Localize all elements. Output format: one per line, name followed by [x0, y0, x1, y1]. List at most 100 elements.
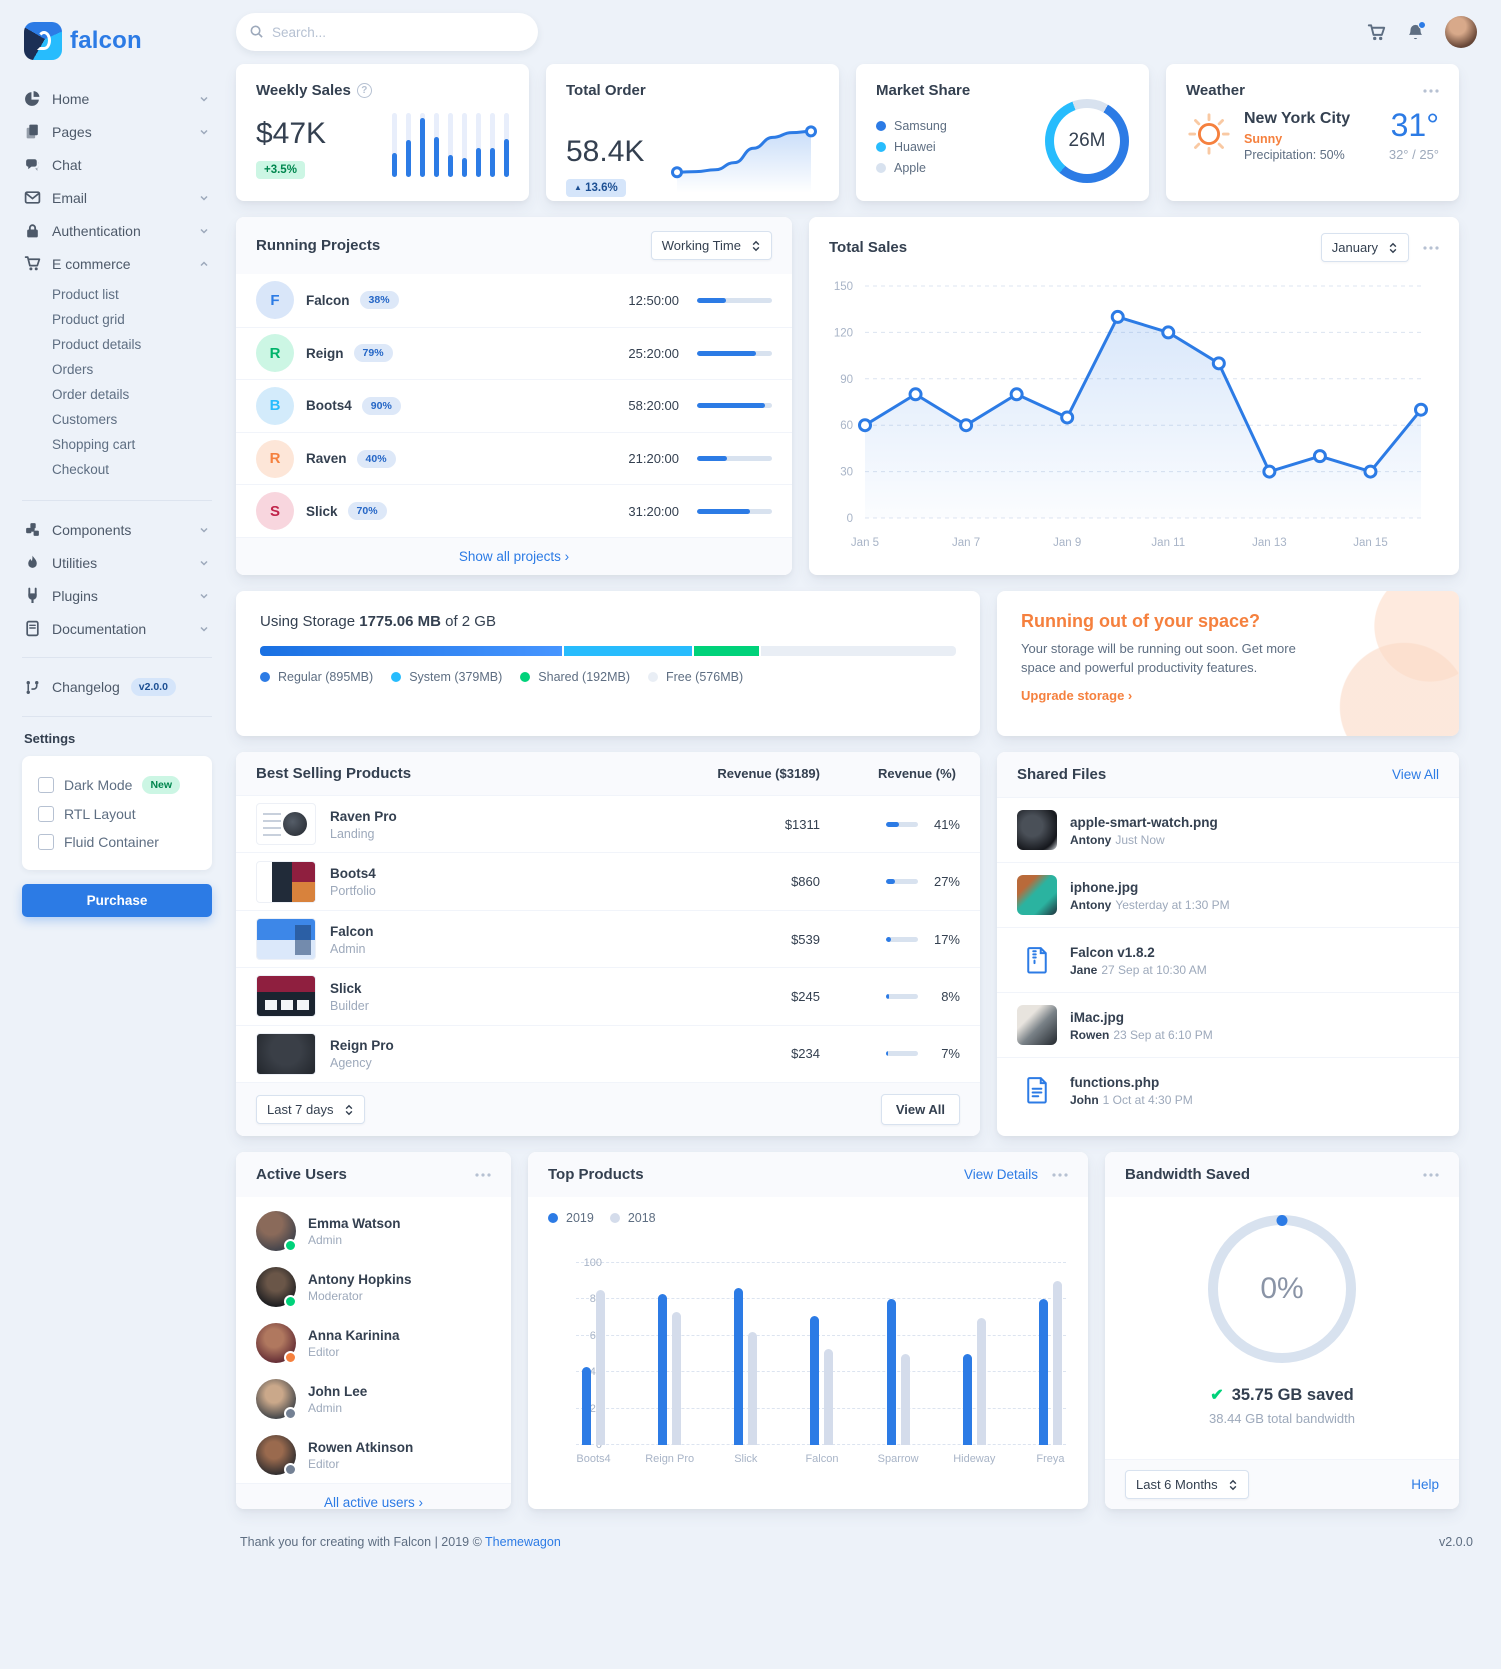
market-share-legend: Samsung Huawei Apple — [876, 119, 947, 175]
market-share-card: Market Share Samsung Huawei Apple 26M — [856, 64, 1149, 201]
project-row-slick[interactable]: S Slick 70% 31:20:00 — [236, 484, 792, 537]
bell-icon[interactable] — [1406, 20, 1426, 42]
project-row-falcon[interactable]: F Falcon 38% 12:50:00 — [236, 274, 792, 327]
sidebar-item-product-details[interactable]: Product details — [52, 337, 142, 352]
product-row-raven-pro[interactable]: Raven Pro Landing $1311 41% — [236, 795, 980, 852]
purchase-button[interactable]: Purchase — [22, 884, 212, 917]
project-name: Raven — [306, 451, 347, 467]
revenue-percent-bar — [886, 821, 918, 827]
status-dot — [284, 1351, 297, 1364]
total-order-badge: ▲ 13.6% — [566, 179, 626, 197]
help-icon[interactable]: ? — [356, 83, 372, 98]
revenue-percent-value: 8% — [941, 988, 960, 1004]
sidebar-item-shopping-cart[interactable]: Shopping cart — [52, 437, 136, 452]
card-menu-icon[interactable] — [1423, 1172, 1439, 1177]
top-products-card: Top Products View Details 2019 2018 0204… — [528, 1152, 1088, 1509]
project-name: Slick — [306, 503, 338, 519]
fluid-container-toggle[interactable]: Fluid Container — [38, 828, 196, 856]
file-row-imac[interactable]: iMac.jpg Rowen 23 Sep at 6:10 PM — [997, 992, 1459, 1057]
sidebar-item-product-list[interactable]: Product list — [52, 287, 119, 302]
legend-item-apple: Apple — [876, 161, 947, 175]
revenue-percent-column-header: Revenue (%) — [877, 766, 956, 781]
working-time-select[interactable]: Working Time — [650, 231, 772, 260]
product-row-falcon[interactable]: Falcon Admin $539 17% — [236, 909, 980, 967]
falcon-logo[interactable]: falcon — [22, 18, 212, 82]
sidebar-item-documentation[interactable]: Documentation — [22, 612, 212, 645]
sidebar-item-changelog[interactable]: Changelog v2.0.0 — [22, 670, 212, 704]
storage-segment — [694, 646, 760, 656]
project-row-raven[interactable]: R Raven 40% 21:20:00 — [236, 431, 792, 485]
legend-dot — [548, 1213, 558, 1223]
show-all-projects-link[interactable]: Show all projects › — [236, 537, 792, 575]
months-select[interactable]: Last 6 Months — [1125, 1470, 1249, 1499]
rtl-layout-checkbox[interactable] — [38, 806, 54, 822]
chevron-down-icon — [198, 93, 210, 105]
all-active-users-link[interactable]: All active users › — [236, 1483, 511, 1509]
sidebar-item-email[interactable]: Email — [22, 181, 212, 214]
view-all-button[interactable]: View All — [880, 1094, 960, 1126]
legend-item-system: System (379MB) — [391, 670, 502, 684]
upgrade-storage-link[interactable]: Upgrade storage › — [1021, 687, 1133, 703]
sidebar-item-order-details[interactable]: Order details — [52, 387, 130, 402]
month-select[interactable]: January — [1320, 233, 1409, 262]
project-percent-badge: 90% — [361, 396, 401, 415]
project-row-reign[interactable]: R Reign 79% 25:20:00 — [236, 326, 792, 380]
product-thumbnail — [256, 918, 316, 961]
sidebar-item-plugins[interactable]: Plugins — [22, 579, 212, 612]
card-menu-icon[interactable] — [1423, 88, 1439, 93]
sidebar-item-label: Components — [52, 521, 132, 538]
total-order-card: Total Order 58.4K ▲ 13.6% — [546, 64, 839, 201]
card-menu-icon[interactable] — [1052, 1172, 1068, 1177]
weather-condition: Sunny — [1244, 131, 1283, 146]
user-row-john-lee[interactable]: John Lee Admin — [236, 1371, 511, 1427]
search-input[interactable] — [236, 13, 538, 51]
storage-card: Using Storage 1775.06 MB of 2 GB Regular… — [236, 591, 980, 736]
rtl-layout-toggle[interactable]: RTL Layout — [38, 800, 196, 828]
user-row-anna-karinina[interactable]: Anna Karinina Editor — [236, 1315, 511, 1371]
dark-mode-checkbox[interactable] — [38, 777, 54, 793]
file-row-functions-php[interactable]: functions.php John 1 Oct at 4:30 PM — [997, 1057, 1459, 1122]
period-select[interactable]: Last 7 days — [256, 1095, 365, 1125]
sidebar-item-home[interactable]: Home — [22, 82, 212, 115]
sidebar-item-orders[interactable]: Orders — [52, 362, 94, 377]
view-all-files-link[interactable]: View All — [1391, 767, 1439, 782]
user-row-emma-watson[interactable]: Emma Watson Admin — [236, 1203, 511, 1259]
sidebar-item-product-grid[interactable]: Product grid — [52, 312, 125, 327]
user-avatar[interactable] — [1445, 16, 1477, 48]
changelog-label: Changelog — [52, 679, 120, 695]
sidebar-item-authentication[interactable]: Authentication — [22, 214, 212, 247]
user-row-antony-hopkins[interactable]: Antony Hopkins Moderator — [236, 1259, 511, 1315]
user-row-rowen-atkinson[interactable]: Rowen Atkinson Editor — [236, 1427, 511, 1483]
chevron-down-icon — [198, 126, 210, 138]
product-row-slick[interactable]: Slick Builder $245 8% — [236, 967, 980, 1024]
project-row-boots4[interactable]: B Boots4 90% 58:20:00 — [236, 379, 792, 432]
file-row-apple-smart-watch[interactable]: apple-smart-watch.png Antony Just Now — [997, 797, 1459, 862]
project-time: 25:20:00 — [628, 345, 679, 361]
weekly-sales-title: Weekly Sales — [256, 82, 351, 99]
dark-mode-toggle[interactable]: Dark Mode New — [38, 770, 196, 800]
sidebar-item-ecommerce[interactable]: E commerce — [22, 247, 212, 280]
sidebar-item-components[interactable]: Components — [22, 513, 212, 546]
fluid-container-checkbox[interactable] — [38, 834, 54, 850]
cart-icon[interactable] — [1367, 23, 1386, 42]
sidebar-item-checkout[interactable]: Checkout — [52, 462, 110, 477]
view-details-link[interactable]: View Details — [963, 1167, 1038, 1182]
sidebar-item-chat[interactable]: Chat — [22, 148, 212, 181]
revenue-column-header: Revenue ($3189) — [717, 766, 820, 781]
file-row-iphone[interactable]: iphone.jpg Antony Yesterday at 1:30 PM — [997, 862, 1459, 927]
setting-label: Dark Mode — [64, 777, 133, 793]
sidebar-item-customers[interactable]: Customers — [52, 412, 118, 427]
bandwidth-saved-card: Bandwidth Saved 0% ✔ 35.75 GB saved 38.4… — [1105, 1152, 1459, 1509]
sidebar-item-utilities[interactable]: Utilities — [22, 546, 212, 579]
revenue-percent-value: 41% — [933, 816, 960, 832]
product-row-reign-pro[interactable]: Reign Pro Agency $234 7% — [236, 1024, 980, 1082]
version-badge: v2.0.0 — [130, 678, 176, 696]
themewagon-link[interactable]: Themewagon — [485, 1535, 561, 1549]
product-thumbnail — [256, 975, 316, 1018]
product-row-boots4[interactable]: Boots4 Portfolio $860 27% — [236, 852, 980, 909]
help-link[interactable]: Help — [1411, 1477, 1439, 1492]
card-menu-icon[interactable] — [475, 1172, 491, 1177]
file-row-falcon-zip[interactable]: Falcon v1.8.2 Jane 27 Sep at 10:30 AM — [997, 927, 1459, 992]
card-menu-icon[interactable] — [1423, 245, 1439, 250]
sidebar-item-pages[interactable]: Pages — [22, 115, 212, 148]
